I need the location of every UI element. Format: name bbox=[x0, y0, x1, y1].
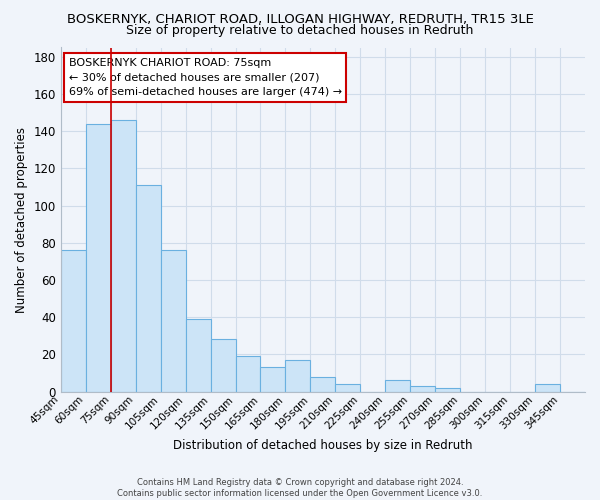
Bar bbox=[410, 386, 435, 392]
Text: Size of property relative to detached houses in Redruth: Size of property relative to detached ho… bbox=[127, 24, 473, 37]
Bar bbox=[236, 356, 260, 392]
Bar bbox=[286, 360, 310, 392]
X-axis label: Distribution of detached houses by size in Redruth: Distribution of detached houses by size … bbox=[173, 440, 473, 452]
Bar bbox=[435, 388, 460, 392]
Bar bbox=[61, 250, 86, 392]
Text: BOSKERNYK, CHARIOT ROAD, ILLOGAN HIGHWAY, REDRUTH, TR15 3LE: BOSKERNYK, CHARIOT ROAD, ILLOGAN HIGHWAY… bbox=[67, 12, 533, 26]
Bar bbox=[310, 376, 335, 392]
Bar bbox=[211, 340, 236, 392]
Bar bbox=[260, 368, 286, 392]
Bar bbox=[111, 120, 136, 392]
Bar bbox=[385, 380, 410, 392]
Bar bbox=[335, 384, 361, 392]
Bar bbox=[535, 384, 560, 392]
Bar bbox=[185, 319, 211, 392]
Text: BOSKERNYK CHARIOT ROAD: 75sqm
← 30% of detached houses are smaller (207)
69% of : BOSKERNYK CHARIOT ROAD: 75sqm ← 30% of d… bbox=[68, 58, 342, 98]
Text: Contains HM Land Registry data © Crown copyright and database right 2024.
Contai: Contains HM Land Registry data © Crown c… bbox=[118, 478, 482, 498]
Bar bbox=[136, 185, 161, 392]
Bar bbox=[86, 124, 111, 392]
Bar bbox=[161, 250, 185, 392]
Y-axis label: Number of detached properties: Number of detached properties bbox=[15, 126, 28, 312]
